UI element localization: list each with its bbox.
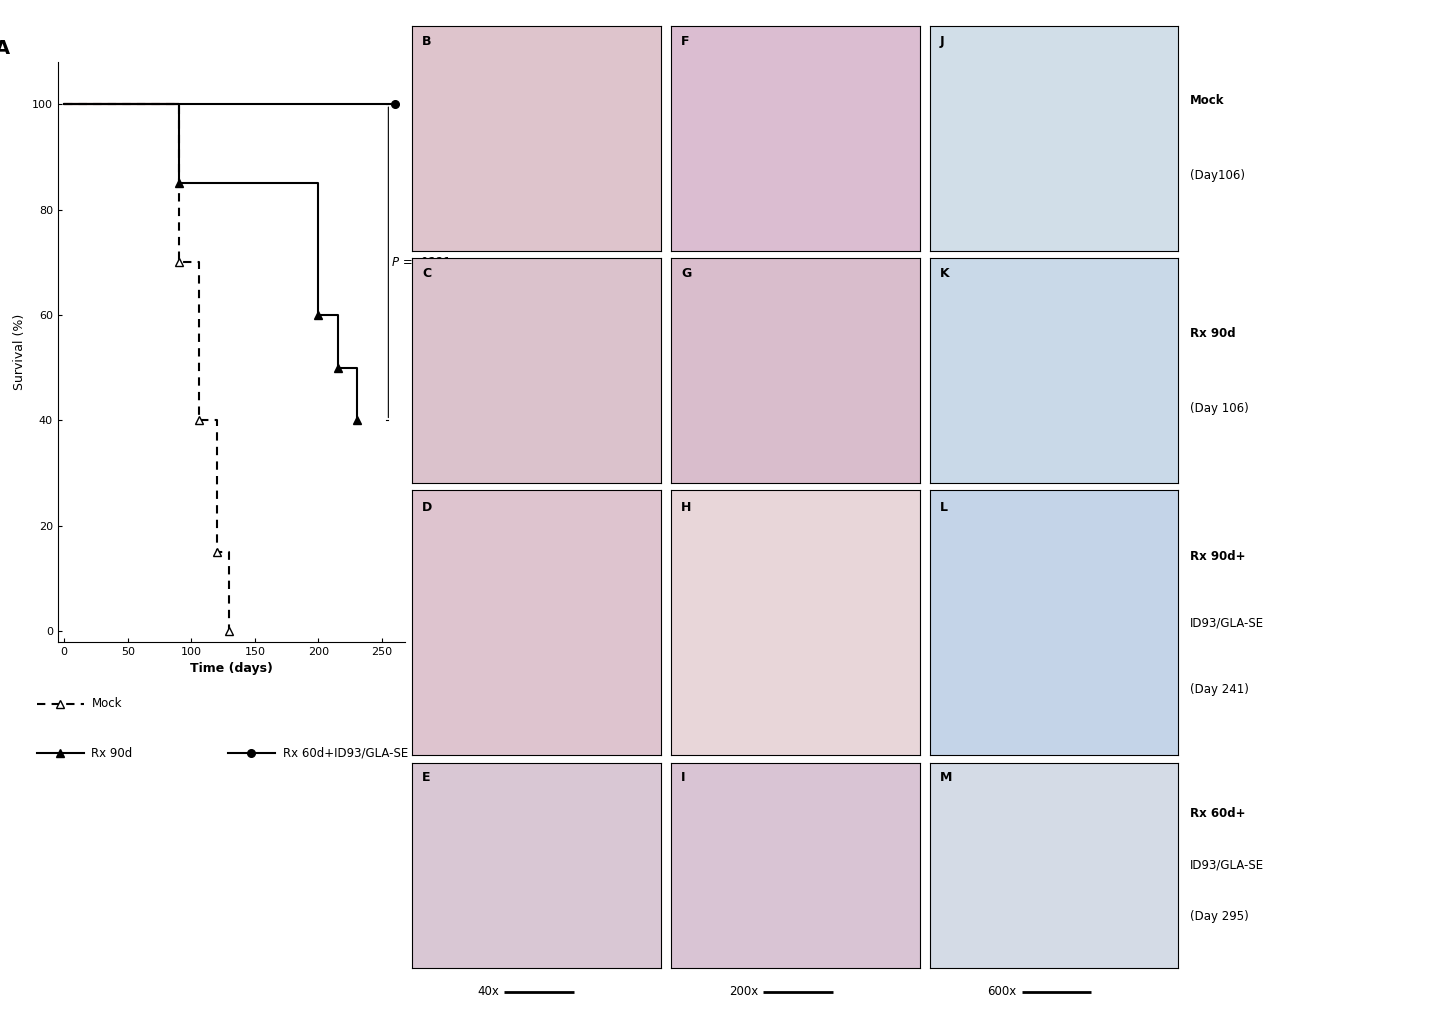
Text: B: B <box>422 35 431 48</box>
Text: (Day106): (Day106) <box>1190 170 1245 182</box>
Text: E: E <box>422 771 431 783</box>
Text: I: I <box>681 771 685 783</box>
Text: Rx 90d: Rx 90d <box>1190 327 1236 339</box>
Y-axis label: Survival (%): Survival (%) <box>13 314 26 390</box>
Text: (Day 106): (Day 106) <box>1190 402 1249 415</box>
Text: G: G <box>681 267 691 280</box>
Text: Mock: Mock <box>1190 94 1225 108</box>
Text: Rx 90d+: Rx 90d+ <box>1190 551 1245 563</box>
Text: (Day 241): (Day 241) <box>1190 683 1249 696</box>
Text: 200x: 200x <box>729 985 758 999</box>
Text: J: J <box>940 35 944 48</box>
Text: H: H <box>681 501 691 514</box>
Text: 600x: 600x <box>988 985 1017 999</box>
Text: D: D <box>422 501 432 514</box>
Text: A: A <box>0 39 10 58</box>
Text: (Day 295): (Day 295) <box>1190 910 1249 923</box>
Text: K: K <box>940 267 950 280</box>
Text: Rx 90d: Rx 90d <box>91 747 133 760</box>
Text: ID93/GLA-SE: ID93/GLA-SE <box>1190 859 1264 871</box>
Text: C: C <box>422 267 431 280</box>
Text: L: L <box>940 501 947 514</box>
Text: Rx 60d+: Rx 60d+ <box>1190 807 1245 821</box>
Text: 40x: 40x <box>477 985 499 999</box>
X-axis label: Time (days): Time (days) <box>189 662 273 675</box>
Text: P = .0221: P = .0221 <box>392 256 450 269</box>
Text: M: M <box>940 771 951 783</box>
Text: F: F <box>681 35 690 48</box>
Text: Mock: Mock <box>91 698 121 710</box>
Text: Rx 60d+ID93/GLA-SE: Rx 60d+ID93/GLA-SE <box>283 747 408 760</box>
Text: ID93/GLA-SE: ID93/GLA-SE <box>1190 617 1264 629</box>
